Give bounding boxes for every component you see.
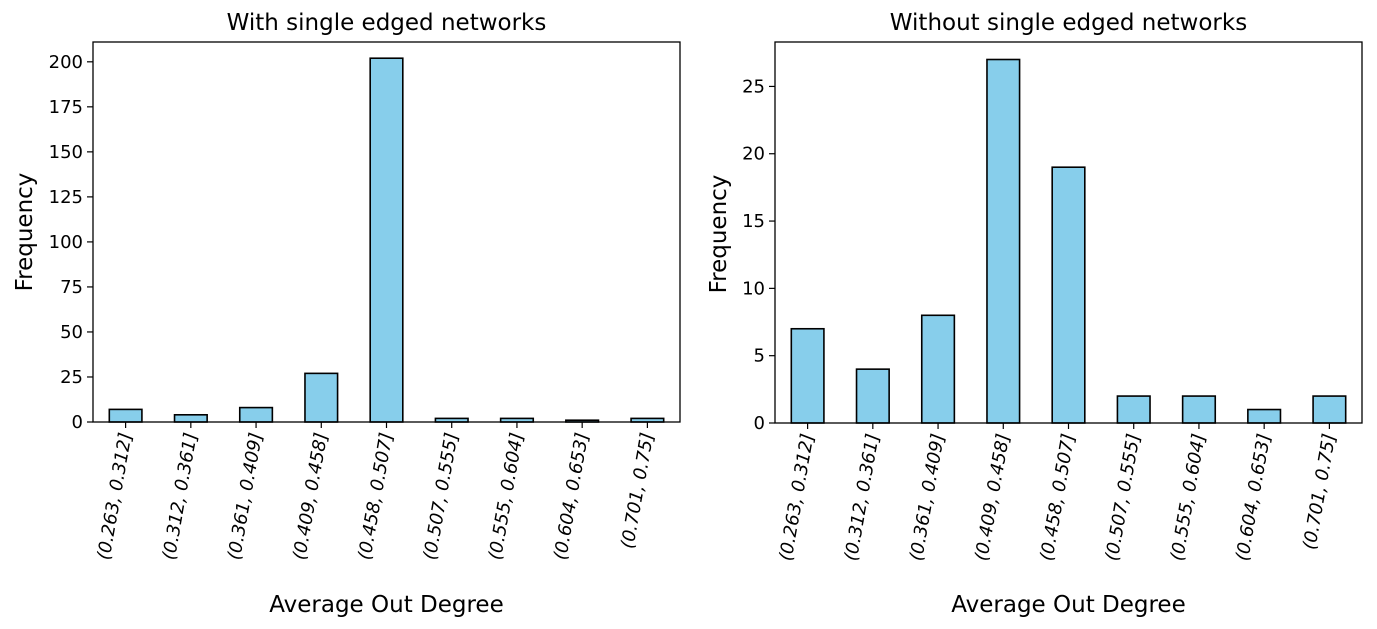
- plot-area: 0 25 50 75 100 125 150 175 200 (0.263, 0.312] (0.3…: [49, 41, 681, 561]
- x-tick-label: (0.701, 0.75]: [1299, 432, 1340, 551]
- x-tick-label: (0.263, 0.312]: [776, 432, 819, 562]
- y-tick-label: 20: [742, 144, 765, 165]
- bar: [108, 408, 143, 423]
- x-axis-label: Average Out Degree: [951, 592, 1185, 618]
- y-tick-label: 200: [49, 52, 83, 73]
- x-tick-label: (0.507, 0.555]: [1102, 432, 1145, 562]
- y-tick-label: 25: [742, 76, 765, 97]
- bar: [920, 314, 956, 424]
- y-tick-label: 75: [60, 277, 83, 298]
- x-tick-label: (0.409, 0.458]: [971, 432, 1014, 562]
- x-tick-label: (0.458, 0.507]: [1036, 432, 1079, 562]
- x-tick-label: (0.555, 0.604]: [485, 431, 528, 561]
- bar: [1116, 395, 1151, 424]
- y-tick-label: 15: [742, 211, 765, 232]
- x-tick-label: (0.507, 0.555]: [420, 431, 463, 561]
- x-tick-label: (0.409, 0.458]: [289, 431, 332, 561]
- x-tick-label: (0.263, 0.312]: [94, 431, 137, 561]
- x-tick-label: (0.312, 0.361]: [159, 431, 202, 561]
- y-axis-label: Frequency: [12, 173, 38, 292]
- bar: [1312, 395, 1347, 424]
- chart-without-single-edged: Without single edged networks Frequency …: [706, 10, 1363, 618]
- bar: [790, 327, 825, 424]
- bar: [304, 372, 339, 423]
- y-axis-label: Frequency: [706, 175, 732, 294]
- x-tick-label: (0.312, 0.361]: [841, 432, 884, 562]
- x-tick-label: (0.555, 0.604]: [1167, 432, 1210, 562]
- bar: [855, 368, 890, 424]
- x-tick-label: (0.458, 0.507]: [354, 431, 397, 561]
- y-tick-label: 50: [60, 322, 83, 343]
- plot-area: 0 5 10 15 20 25 (0.263, 0.312] (0.312, 0.361] (0…: [742, 41, 1363, 562]
- chart-title: With single edged networks: [227, 10, 547, 36]
- bar: [1181, 395, 1217, 424]
- x-axis-label: Average Out Degree: [269, 592, 503, 618]
- y-tick-label: 175: [49, 97, 83, 118]
- y-tick-label: 150: [49, 142, 83, 163]
- chart-title: Without single edged networks: [890, 10, 1247, 36]
- x-tick-label: (0.361, 0.409]: [224, 431, 267, 561]
- bar: [173, 413, 208, 423]
- bar: [986, 58, 1021, 424]
- y-tick-label: 10: [742, 278, 765, 299]
- y-tick-label: 0: [754, 413, 765, 434]
- y-tick-label: 125: [49, 187, 83, 208]
- chart-with-single-edged: With single edged networks Frequency Ave…: [12, 10, 681, 618]
- x-tick-label: (0.604, 0.653]: [550, 431, 593, 561]
- x-tick-label: (0.604, 0.653]: [1232, 432, 1275, 562]
- bar: [369, 57, 404, 423]
- bar: [1247, 408, 1282, 424]
- x-tick-label: (0.361, 0.409]: [906, 432, 949, 562]
- y-tick-label: 0: [72, 412, 83, 433]
- y-tick-label: 100: [49, 232, 83, 253]
- bar: [238, 406, 274, 423]
- x-tick-label: (0.701, 0.75]: [617, 431, 658, 550]
- y-tick-label: 25: [60, 367, 83, 388]
- bar: [1051, 166, 1086, 424]
- y-tick-label: 5: [754, 346, 765, 367]
